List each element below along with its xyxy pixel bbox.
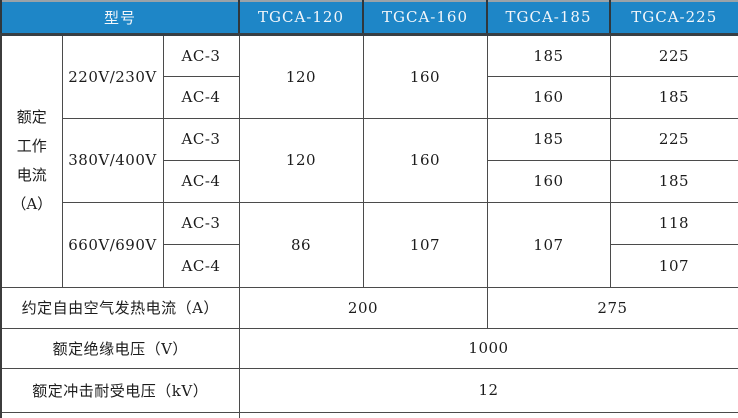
current-value-cell: 185 xyxy=(609,159,738,203)
model-header-tgca185: TGCA-185 xyxy=(486,1,611,36)
current-value-cell: 120 xyxy=(238,33,364,119)
current-value-cell: 185 xyxy=(486,117,611,161)
table-row: 额定 工作 电流 （A） 220V/230V AC-3 120 160 185 … xyxy=(0,33,738,288)
model-label-cell: 型号 xyxy=(0,1,240,36)
table-row: AC-4 107 xyxy=(1,243,738,288)
category-cell: AC-3 xyxy=(162,33,240,77)
table-row: AC-4 160 185 xyxy=(1,159,738,203)
current-value-cell: 107 xyxy=(362,201,488,288)
current-value-cell: 118 xyxy=(609,201,738,245)
current-value-cell: 185 xyxy=(486,33,611,77)
model-header-tgca160: TGCA-160 xyxy=(362,1,488,36)
category-cell: AC-4 xyxy=(162,159,240,203)
impulse-voltage-value-cell: 12 xyxy=(238,367,738,413)
insulation-voltage-value-cell: 1000 xyxy=(238,327,738,369)
current-value-cell: 160 xyxy=(362,33,488,119)
category-cell: AC-4 xyxy=(162,75,240,119)
rated-current-label-line: （A） xyxy=(11,195,53,213)
rated-current-label-line: 电流 xyxy=(16,166,47,184)
rated-current-label-cell: 额定 工作 电流 （A） xyxy=(0,33,63,288)
partial-row-label-cell xyxy=(0,411,240,418)
table-row: 额定绝缘电压（V） 1000 xyxy=(0,327,738,369)
current-value-cell: 160 xyxy=(486,159,611,203)
table-row-partial xyxy=(0,411,738,418)
current-value-cell: 225 xyxy=(609,33,738,77)
thermal-current-value-cell: 200 xyxy=(238,286,488,329)
voltage-cell: 660V/690V xyxy=(61,201,164,288)
table-header-row: 型号 TGCA-120 TGCA-160 TGCA-185 TGCA-225 xyxy=(0,1,738,36)
table-row: 约定自由空气发热电流（A） 200 275 xyxy=(0,286,738,329)
thermal-current-value-cell: 275 xyxy=(486,286,738,329)
thermal-current-label-cell: 约定自由空气发热电流（A） xyxy=(0,286,240,329)
table-row: 380V/400V AC-3 120 160 185 225 xyxy=(1,117,738,203)
current-value-cell: 86 xyxy=(238,201,364,288)
current-value-cell: 160 xyxy=(362,117,488,203)
impulse-voltage-label-cell: 额定冲击耐受电压（kV） xyxy=(0,367,240,413)
category-cell: AC-4 xyxy=(162,243,240,288)
current-value-cell: 107 xyxy=(486,201,611,288)
voltage-cell: 220V/230V xyxy=(61,33,164,119)
partial-row-value-cell xyxy=(238,411,738,418)
category-cell: AC-3 xyxy=(162,117,240,161)
current-value-cell: 185 xyxy=(609,75,738,119)
current-value-cell: 107 xyxy=(609,243,738,288)
model-header-tgca225: TGCA-225 xyxy=(609,1,738,36)
table-row: 660V/690V AC-3 86 107 107 118 xyxy=(1,201,738,288)
voltage-cell: 380V/400V xyxy=(61,117,164,203)
current-value-cell: 160 xyxy=(486,75,611,119)
rated-current-label-line: 额定 xyxy=(16,108,47,126)
rated-current-label-line: 工作 xyxy=(16,137,47,155)
model-header-tgca120: TGCA-120 xyxy=(238,1,364,36)
category-cell: AC-3 xyxy=(162,201,240,245)
table-row: 额定冲击耐受电压（kV） 12 xyxy=(0,367,738,413)
current-value-cell: 120 xyxy=(238,117,364,203)
table-row: AC-4 160 185 xyxy=(1,75,738,119)
current-value-cell: 225 xyxy=(609,117,738,161)
insulation-voltage-label-cell: 额定绝缘电压（V） xyxy=(0,327,240,369)
